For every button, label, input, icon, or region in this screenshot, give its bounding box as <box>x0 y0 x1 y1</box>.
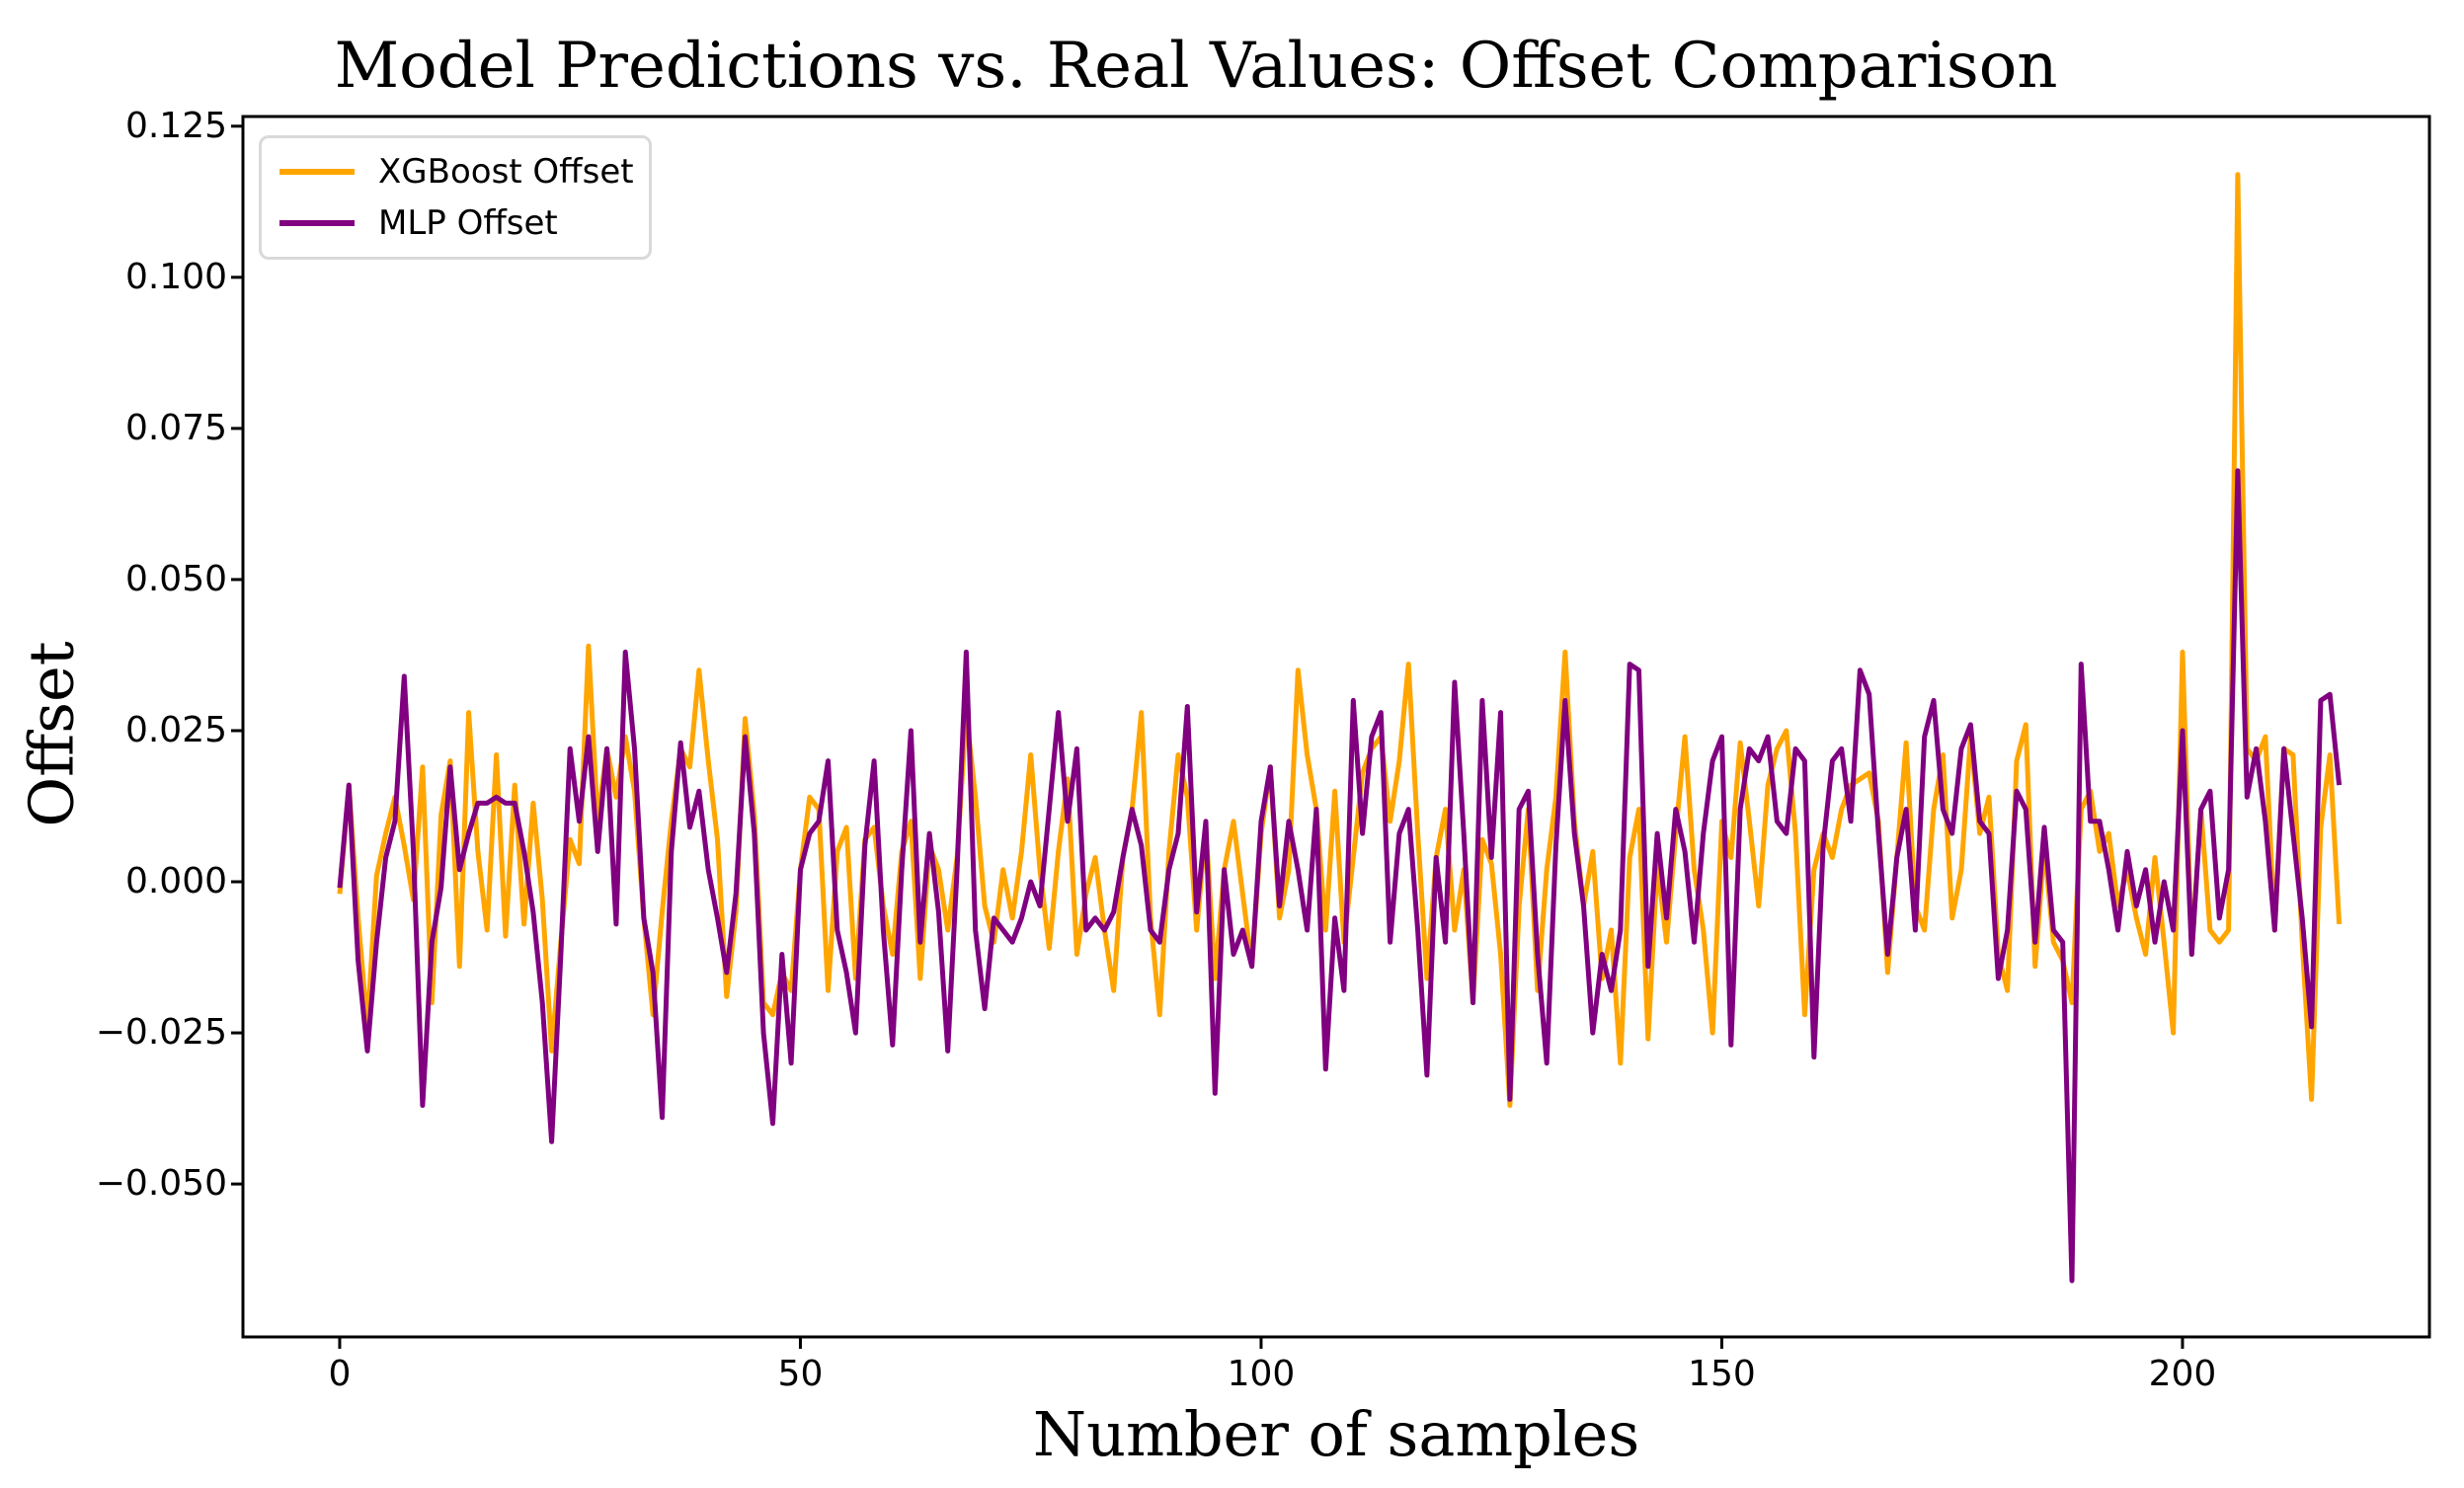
x-tick-label: 50 <box>777 1354 824 1394</box>
x-tick-label: 100 <box>1227 1354 1296 1394</box>
x-axis-label: Number of samples <box>1032 1398 1640 1470</box>
y-tick-label: −0.025 <box>95 1012 227 1054</box>
legend-label-xgboost: XGBoost Offset <box>378 152 634 192</box>
y-tick-label: 0.075 <box>124 407 227 448</box>
y-tick-label: 0.050 <box>124 558 227 599</box>
y-tick-label: 0.025 <box>124 709 227 750</box>
chart-title: Model Predictions vs. Real Values: Offse… <box>334 30 2058 103</box>
y-tick-label: 0.100 <box>124 256 227 297</box>
x-tick-label: 200 <box>2148 1354 2217 1394</box>
x-tick-label: 150 <box>1688 1354 1756 1394</box>
series-line-mlp <box>337 468 2343 1284</box>
xgboost-line-swatch <box>279 169 355 175</box>
y-tick-label: 0.000 <box>124 861 227 902</box>
legend-entry-mlp: MLP Offset <box>279 197 631 249</box>
legend-label-mlp: MLP Offset <box>378 203 558 243</box>
x-tick-label: 0 <box>328 1354 352 1394</box>
axes-spines <box>241 115 2431 1339</box>
y-tick-label: 0.125 <box>124 105 227 146</box>
legend: XGBoost Offset MLP Offset <box>259 135 652 260</box>
mlp-line-swatch <box>279 220 355 226</box>
legend-entry-xgboost: XGBoost Offset <box>279 146 634 197</box>
y-tick-label: −0.050 <box>95 1163 227 1205</box>
